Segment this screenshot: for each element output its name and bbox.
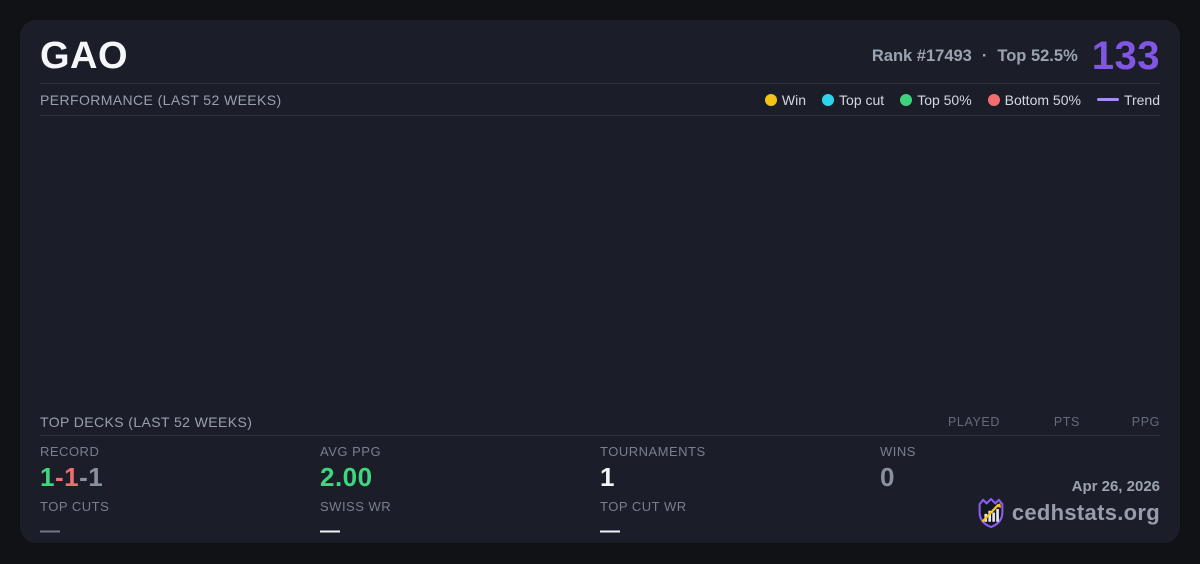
- stat-label: TOURNAMENTS: [600, 444, 706, 459]
- legend-item-trend: Trend: [1096, 91, 1160, 108]
- legend-item-topcut: Top cut: [822, 92, 884, 108]
- stat-label: TOP CUT WR: [600, 499, 687, 514]
- legend-label: Top 50%: [917, 91, 972, 108]
- stat-top-cuts: TOP CUTS —: [40, 499, 320, 543]
- stat-wins: WINS 0: [880, 444, 1160, 493]
- stat-label: SWISS WR: [320, 499, 392, 514]
- player-name: GAO: [40, 35, 129, 77]
- percentile-label: Top 52.5%: [997, 47, 1078, 65]
- rank-label: Rank #17493: [871, 47, 972, 65]
- stat-label: AVG PPG: [320, 444, 382, 459]
- legend-label: Top cut: [839, 91, 885, 108]
- legend-item-win: Win: [764, 91, 807, 108]
- stat-top-cut-wr: TOP CUT WR —: [600, 499, 880, 543]
- legend-item-top50: Top 50%: [900, 91, 972, 108]
- generated-date: Apr 26, 2026: [1071, 478, 1160, 495]
- stat-record: RECORD 1-1-1: [40, 444, 320, 493]
- legend-item-bottom50: Bottom 50%: [987, 91, 1081, 108]
- stat-tournaments: TOURNAMENTS 1: [600, 444, 880, 493]
- performance-chart: [40, 116, 1160, 408]
- card-header: GAO Rank #17493 · Top 52.5% 133: [40, 20, 1160, 84]
- column-played: PLAYED: [947, 414, 1000, 429]
- top50-dot-icon: [900, 93, 913, 106]
- record-losses: -1: [54, 462, 80, 492]
- column-ppg: PPG: [1131, 414, 1160, 429]
- points-value: 133: [1091, 34, 1160, 78]
- record-value: 1-1-1: [40, 462, 320, 493]
- performance-header-row: PERFORMANCE (LAST 52 WEEKS) Win Top cut …: [40, 84, 1160, 116]
- player-stats-card: GAO Rank #17493 · Top 52.5% 133 PERFORMA…: [20, 20, 1180, 543]
- trend-line-icon: [1096, 98, 1119, 101]
- legend-label: Trend: [1123, 91, 1160, 108]
- stat-label: WINS: [880, 444, 916, 459]
- record-draws: -1: [79, 462, 104, 492]
- stats-row-2: TOP CUTS — SWISS WR — TOP CUT WR —: [40, 499, 1160, 543]
- tournaments-value: 1: [600, 462, 615, 492]
- bottom50-dot-icon: [987, 93, 1000, 106]
- legend-label: Bottom 50%: [1004, 91, 1081, 108]
- swiss-wr-value: —: [320, 520, 340, 542]
- column-pts: PTS: [1053, 414, 1080, 429]
- rank-separator: ·: [981, 47, 988, 65]
- brand-name: cedhstats.org: [1011, 500, 1160, 525]
- legend-label: Win: [781, 91, 807, 108]
- top-cut-wr-value: —: [600, 520, 620, 542]
- record-wins: 1: [40, 462, 55, 492]
- chart-legend: Win Top cut Top 50% Bottom 50% Trend: [764, 91, 1160, 108]
- top-decks-header-row: TOP DECKS (LAST 52 WEEKS) PLAYED PTS PPG: [40, 408, 1160, 436]
- stats-row-1: RECORD 1-1-1 AVG PPG 2.00 TOURNAMENTS 1 …: [40, 444, 1160, 493]
- brand: cedhstats.org: [977, 497, 1160, 529]
- stats-panel: RECORD 1-1-1 AVG PPG 2.00 TOURNAMENTS 1 …: [40, 436, 1160, 543]
- topcut-dot-icon: [822, 93, 835, 106]
- card-footer: Apr 26, 2026 cedhstats.org: [977, 478, 1160, 529]
- shield-chart-arrow-icon: [978, 497, 1004, 529]
- wins-value: 0: [880, 462, 895, 492]
- deck-column-headers: PLAYED PTS PPG: [920, 415, 1160, 429]
- performance-section-title: PERFORMANCE (LAST 52 WEEKS): [40, 91, 282, 108]
- top-cuts-value: —: [40, 520, 60, 542]
- header-right: Rank #17493 · Top 52.5% 133: [872, 34, 1160, 79]
- stat-label: TOP CUTS: [40, 499, 110, 514]
- rank-line: Rank #17493 · Top 52.5%: [872, 47, 1078, 66]
- win-dot-icon: [764, 93, 777, 106]
- stat-avg-ppg: AVG PPG 2.00: [320, 444, 600, 493]
- stat-label: RECORD: [40, 444, 100, 459]
- avg-ppg-value: 2.00: [320, 462, 373, 492]
- stat-swiss-wr: SWISS WR —: [320, 499, 600, 543]
- top-decks-section-title: TOP DECKS (LAST 52 WEEKS): [40, 413, 253, 430]
